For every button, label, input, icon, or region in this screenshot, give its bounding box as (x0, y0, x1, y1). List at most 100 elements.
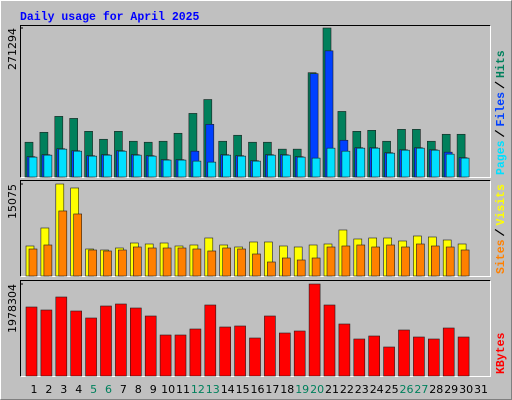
bar (267, 261, 276, 277)
bar (341, 150, 351, 178)
bar (398, 329, 410, 377)
bar (58, 210, 68, 277)
bar (147, 155, 157, 178)
bar (267, 154, 276, 178)
bar (43, 244, 53, 277)
legend-label: KBytes (495, 332, 508, 374)
bar (356, 244, 366, 277)
bar (445, 153, 455, 178)
bar (353, 338, 366, 377)
x-tick-label: 27 (414, 383, 428, 396)
bar (118, 249, 127, 277)
x-tick-label: 23 (355, 383, 369, 396)
bar (341, 245, 351, 277)
bar (296, 259, 306, 277)
bar (55, 296, 68, 377)
x-tick-label: 8 (135, 383, 142, 396)
bar (192, 248, 202, 277)
x-tick-label: 18 (280, 383, 294, 396)
legend-separator (494, 129, 505, 137)
bar (177, 247, 187, 277)
bar (311, 157, 321, 178)
legend-label: Visits (495, 184, 508, 226)
bar (457, 336, 470, 377)
bar (386, 244, 395, 277)
x-tick-label: 4 (75, 383, 82, 396)
bar (144, 315, 157, 377)
x-tick-label: 10 (161, 383, 175, 396)
x-tick-label: 24 (370, 383, 384, 396)
bar (311, 257, 321, 277)
x-tick-label: 28 (429, 383, 443, 396)
bar (40, 309, 53, 377)
bar (100, 305, 112, 377)
x-tick-label: 9 (150, 383, 157, 396)
bar (281, 154, 291, 178)
bar (338, 323, 351, 377)
bar (25, 306, 38, 377)
bar (133, 154, 142, 178)
bar (430, 149, 440, 178)
bar (252, 160, 261, 178)
bar (222, 154, 231, 178)
bar (237, 248, 246, 277)
bar (252, 253, 261, 277)
bar (70, 310, 82, 377)
legend: Pages Files Hits (494, 50, 508, 175)
legend-separator (494, 228, 505, 236)
bar (249, 337, 261, 377)
bar (264, 315, 276, 377)
x-tick-label: 22 (340, 383, 354, 396)
bar (460, 157, 470, 178)
x-tick-label: 25 (385, 383, 399, 396)
bar (162, 247, 172, 277)
x-tick-label: 2 (45, 383, 52, 396)
legend: KBytes (495, 332, 508, 374)
bar (88, 155, 97, 178)
bar (427, 338, 440, 377)
x-tick-label: 17 (265, 383, 279, 396)
x-tick-label: 1 (31, 383, 38, 396)
bar (207, 250, 217, 277)
bar (58, 148, 68, 178)
bar (133, 246, 142, 277)
panel-edge-light (20, 180, 491, 277)
panel-edge-dark (20, 280, 491, 377)
bar (219, 326, 231, 377)
x-tick-label: 11 (176, 383, 190, 396)
bar (371, 147, 381, 178)
x-tick-label: 31 (474, 383, 488, 396)
bar (222, 247, 231, 277)
bar (192, 160, 202, 178)
bar (293, 330, 306, 377)
bar (28, 248, 38, 277)
bar (401, 246, 410, 277)
y-tick-label: 271294 (6, 28, 19, 70)
bar (326, 246, 336, 277)
bar (88, 249, 97, 277)
bar (174, 334, 187, 377)
x-tick-label: 3 (60, 383, 67, 396)
x-tick-label: 29 (444, 383, 458, 396)
y-tick-label: 15075 (6, 184, 19, 219)
bar (147, 247, 157, 277)
bar (281, 257, 291, 277)
panel-edge-light (20, 280, 491, 377)
legend-label: Pages (495, 140, 508, 175)
x-tick-label: 6 (105, 383, 112, 396)
legend-label: Hits (495, 50, 508, 78)
x-tick-label: 5 (90, 383, 97, 396)
bar (356, 147, 366, 178)
bar (103, 250, 112, 277)
bar (159, 334, 172, 377)
bar (430, 245, 440, 277)
legend-label: Sites (495, 239, 508, 274)
x-tick-label: 15 (236, 383, 250, 396)
chart-title: Daily usage for April 2025 (20, 11, 200, 24)
bar (383, 346, 395, 377)
bar (234, 325, 246, 377)
bar (401, 149, 410, 178)
bar (371, 246, 381, 277)
